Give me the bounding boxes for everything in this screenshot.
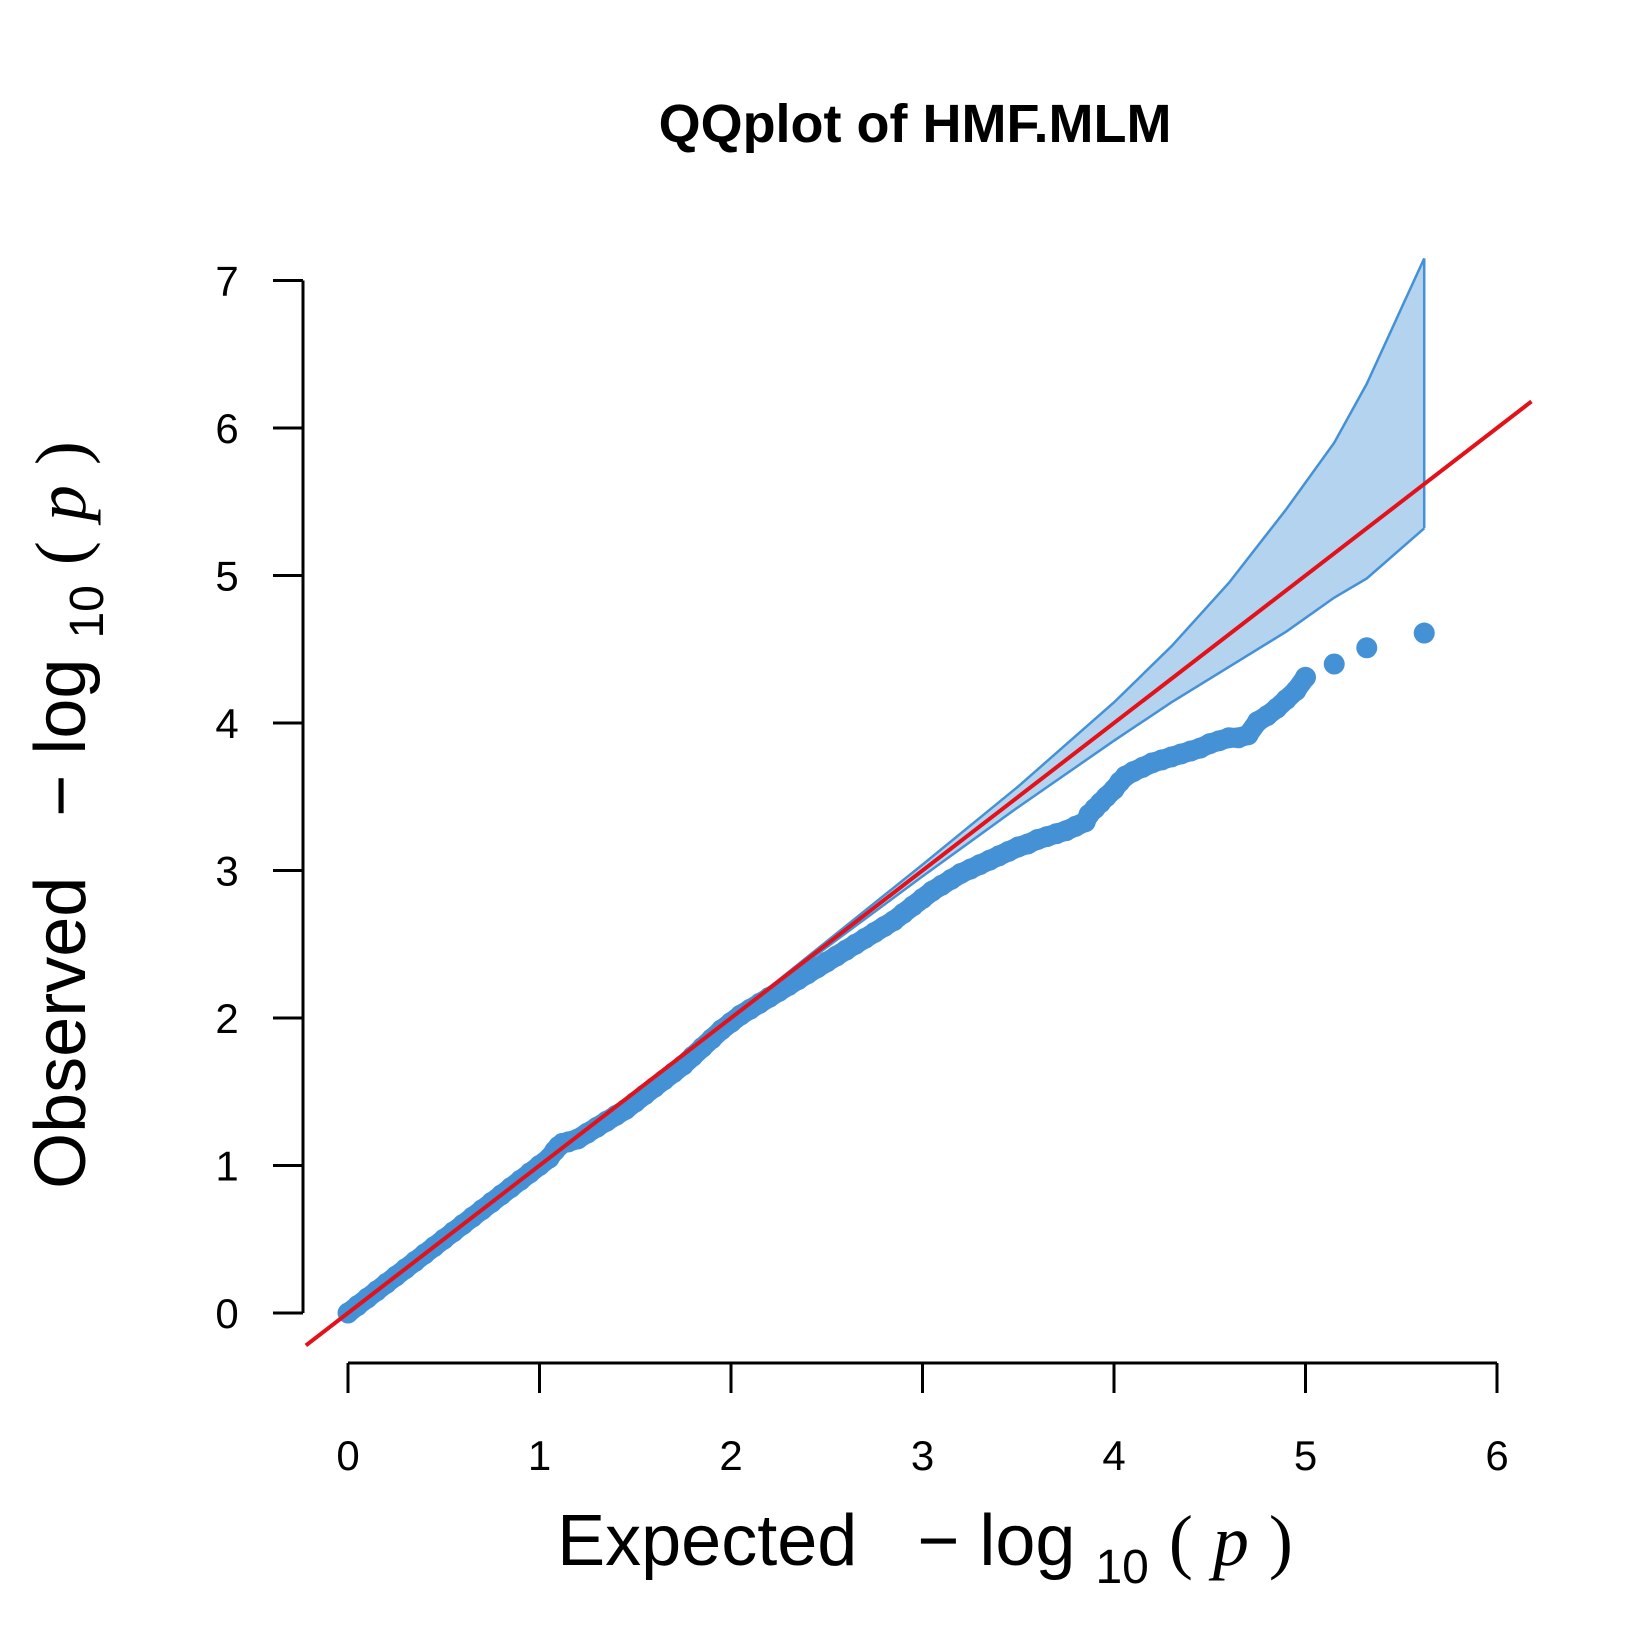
x-tick-label: 2 — [719, 1432, 742, 1479]
x-tick-label: 6 — [1485, 1432, 1508, 1479]
x-axis-title-log: log — [979, 1501, 1075, 1581]
y-axis-title-close: ) — [21, 441, 101, 465]
data-point — [1356, 637, 1378, 659]
y-axis-title-log: log — [21, 659, 101, 755]
x-axis-title-prefix: Expected — [557, 1501, 857, 1581]
data-points-trace — [338, 667, 1316, 1323]
x-axis-title-open: ( — [1169, 1501, 1193, 1581]
y-axis-title-p: p — [21, 485, 101, 526]
y-tick-label: 6 — [215, 405, 238, 452]
x-axis-title-minus: − — [917, 1501, 959, 1581]
y-axis-title-sub: 10 — [61, 585, 114, 638]
y-tick-label: 2 — [215, 995, 238, 1042]
y-axis-title-prefix: Observed — [21, 877, 101, 1189]
x-tick-label: 3 — [911, 1432, 934, 1479]
chart-title: QQplot of HMF.MLM — [659, 94, 1172, 154]
reference-line-group — [304, 399, 1533, 1348]
x-tick-label: 1 — [528, 1432, 551, 1479]
confidence-band-upper — [347, 257, 1426, 1314]
y-axis-title-open: ( — [21, 541, 101, 565]
axes: 0 1 2 3 4 5 6 7 0 1 2 3 4 5 6 — [215, 258, 1508, 1480]
x-tick-label: 4 — [1102, 1432, 1125, 1479]
x-axis-title-sub: 10 — [1095, 1541, 1148, 1594]
y-tick-label: 3 — [215, 848, 238, 895]
y-tick-label: 4 — [215, 700, 238, 747]
x-axis-title-close: ) — [1269, 1501, 1293, 1581]
x-tick-label: 0 — [336, 1432, 359, 1479]
confidence-band-fill — [348, 258, 1425, 1313]
data-points — [337, 622, 1435, 1324]
x-axis-title: Expected − log 10 ( p ) — [557, 1501, 1293, 1599]
confidence-band — [347, 257, 1426, 1314]
y-tick-label: 5 — [215, 553, 238, 600]
x-tick-label: 5 — [1294, 1432, 1317, 1479]
data-point — [1323, 653, 1345, 675]
y-axis-title: Observed − log 10 ( p ) — [21, 441, 119, 1189]
data-point — [1413, 622, 1435, 644]
reference-line — [304, 399, 1533, 1348]
y-tick-label: 7 — [215, 258, 238, 305]
x-axis-title-p: p — [1208, 1501, 1249, 1581]
y-tick-label: 1 — [215, 1143, 238, 1190]
y-tick-label: 0 — [215, 1290, 238, 1337]
data-point — [1295, 666, 1316, 688]
y-axis-title-minus: − — [21, 775, 101, 817]
